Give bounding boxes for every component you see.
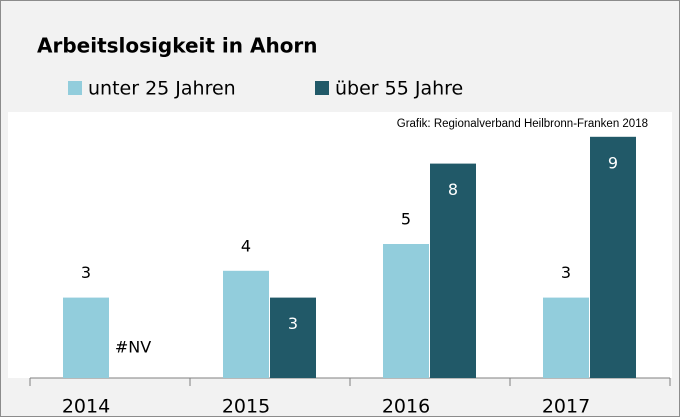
data-label: 3	[288, 314, 298, 333]
legend-swatch	[315, 81, 329, 95]
data-label: #NV	[115, 338, 151, 357]
annotation: Grafik: Regionalverband Heilbronn-Franke…	[397, 118, 648, 130]
bar	[270, 297, 316, 378]
data-label: 8	[448, 180, 458, 199]
x-tick-label: 2014	[62, 396, 110, 417]
legend-label: unter 25 Jahren	[88, 78, 236, 100]
legend-swatch	[68, 81, 82, 95]
data-label: 3	[561, 263, 571, 282]
x-tick-label: 2016	[382, 396, 430, 417]
data-label: 3	[81, 263, 91, 282]
x-tick-label: 2017	[542, 396, 590, 417]
bar	[63, 297, 109, 378]
data-label: 4	[241, 236, 251, 255]
chart-title: Arbeitslosigkeit in Ahorn	[37, 34, 318, 58]
bar	[223, 270, 269, 378]
x-tick-label: 2015	[222, 396, 270, 417]
bar	[430, 163, 476, 378]
bar	[543, 297, 589, 378]
bar	[383, 244, 429, 378]
data-label: 5	[401, 210, 411, 229]
data-label: 9	[608, 153, 618, 172]
bar	[590, 136, 636, 378]
legend-label: über 55 Jahre	[335, 78, 463, 100]
